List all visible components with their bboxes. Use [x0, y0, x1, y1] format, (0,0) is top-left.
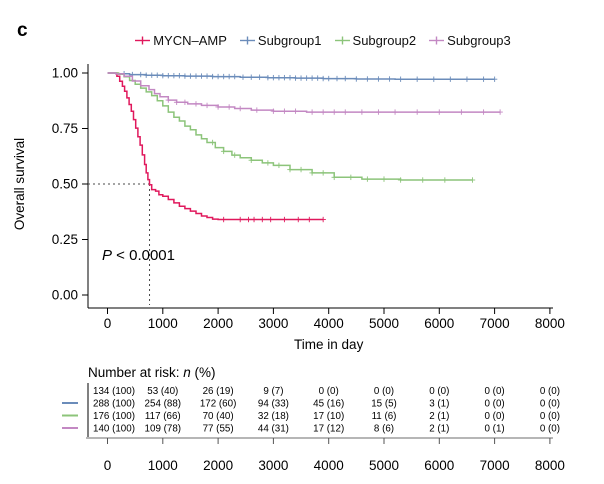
x-tick-label: 6000 [424, 316, 454, 331]
risk-cell: 0 (0) [485, 399, 505, 410]
risk-cell: 26 (19) [203, 386, 234, 397]
risk-cell: 8 (6) [374, 424, 394, 435]
legend-label: Subgroup3 [447, 33, 511, 48]
legend-label: Subgroup1 [257, 33, 322, 48]
x-tick-label: 0 [104, 316, 112, 331]
y-tick-label: 0.25 [52, 232, 78, 247]
risk-table-axis: 0 1000 2000 3000 4000 5000 6000 7000 8000 [86, 437, 565, 473]
risk-cell: 0 (0) [485, 411, 505, 422]
legend-label: Subgroup2 [352, 33, 417, 48]
risk-axis-label: 6000 [424, 458, 454, 473]
y-tick-label: 0.75 [52, 121, 78, 136]
censor-marks-1 [220, 216, 326, 223]
x-tick-label: 7000 [480, 316, 510, 331]
x-tick-label: 5000 [369, 316, 399, 331]
y-tick-label: 0.50 [52, 177, 78, 192]
x-tick-label: 2000 [203, 316, 233, 331]
risk-cell: 77 (55) [203, 424, 234, 435]
risk-table-title: Number at risk: n (%) [88, 365, 216, 380]
risk-cell: 53 (40) [147, 386, 178, 397]
risk-cell: 15 (5) [371, 399, 397, 410]
risk-cell: 0 (1) [485, 424, 505, 435]
risk-axis-label: 1000 [148, 458, 178, 473]
risk-cell: 140 (100) [93, 424, 135, 435]
risk-cell: 0 (0) [540, 399, 560, 410]
risk-cell: 254 (88) [145, 399, 182, 410]
risk-axis-label: 8000 [535, 458, 565, 473]
p-value-annotation: P < 0.0001 [102, 247, 175, 264]
legend-item-4: Subgroup3 [429, 33, 511, 48]
risk-cell: 32 (18) [258, 411, 289, 422]
risk-cell: 0 (0) [540, 424, 560, 435]
legend-key-line-icon [239, 36, 255, 45]
risk-cell: 94 (33) [258, 399, 289, 410]
risk-table-row-mycn-amp: 134 (100) 53 (40) 26 (19) 9 (7) 0 (0) 0 (0) 0 … [93, 386, 560, 397]
km-curve-mycn-amp [107, 72, 324, 221]
y-tick-label: 1.00 [52, 66, 78, 81]
risk-table-row-subgroup1: 288 (100) 254 (88) 172 (60) 94 (33) 45 (16) 1… [62, 399, 560, 410]
median-guide-lines [88, 183, 151, 305]
risk-axis-label: 0 [104, 458, 112, 473]
x-tick-label: 4000 [314, 316, 344, 331]
risk-cell: 0 (0) [540, 386, 560, 397]
risk-cell: 70 (40) [203, 411, 234, 422]
legend-item-3: Subgroup2 [334, 33, 417, 48]
risk-axis-label: 4000 [314, 458, 344, 473]
risk-cell: 0 (0) [374, 386, 394, 397]
y-tick-label: 0.00 [52, 288, 78, 303]
panel-label: c [17, 20, 28, 41]
x-axis-title: Time in day [294, 337, 364, 352]
legend-item-1: MYCN–AMP [135, 33, 227, 48]
risk-cell: 17 (10) [313, 411, 344, 422]
risk-cell: 176 (100) [93, 411, 135, 422]
censor-marks-3 [209, 139, 476, 183]
x-tick-label: 1000 [148, 316, 178, 331]
risk-cell: 2 (1) [429, 411, 449, 422]
legend-key-line-icon [334, 36, 350, 45]
risk-cell: 0 (0) [485, 386, 505, 397]
risk-cell: 11 (6) [372, 411, 397, 422]
risk-axis-label: 2000 [203, 458, 233, 473]
risk-cell: 109 (78) [145, 424, 182, 435]
risk-cell: 44 (31) [258, 424, 289, 435]
risk-cell: 134 (100) [93, 386, 135, 397]
risk-cell: 172 (60) [200, 399, 237, 410]
legend-key-line-icon [429, 36, 445, 45]
axes [82, 64, 553, 314]
legend-key-line-icon [135, 36, 151, 45]
risk-axis-label: 7000 [480, 458, 510, 473]
risk-cell: 2 (1) [429, 424, 449, 435]
censor-marks-2 [121, 70, 498, 82]
legend: MYCN–AMP Subgroup1 Subgroup2 Subgroup3 [0, 33, 604, 48]
risk-table-row-subgroup2: 176 (100) 117 (66) 70 (40) 32 (18) 17 (10) 11… [62, 411, 560, 422]
risk-cell: 0 (0) [319, 386, 339, 397]
risk-cell: 288 (100) [93, 399, 135, 410]
km-curve-subgroup2 [107, 72, 473, 181]
risk-cell: 117 (66) [145, 411, 181, 422]
risk-cell: 17 (12) [313, 424, 344, 435]
risk-axis-label: 5000 [369, 458, 399, 473]
censor-marks-4 [165, 97, 503, 115]
y-axis-tick-labels: 0.00 0.25 0.50 0.75 1.00 [52, 66, 78, 303]
risk-table: Number at risk: n (%) 134 (100) 53 (40) 26 … [62, 365, 560, 437]
risk-cell: 3 (1) [429, 399, 449, 410]
risk-axis-label: 3000 [258, 458, 288, 473]
risk-cell: 9 (7) [263, 386, 283, 397]
risk-cell: 0 (0) [429, 386, 449, 397]
km-curve-subgroup3 [107, 72, 501, 113]
legend-label: MYCN–AMP [153, 33, 227, 48]
risk-table-row-subgroup3: 140 (100) 109 (78) 77 (55) 44 (31) 17 (12) 8 … [62, 424, 560, 435]
risk-cell: 0 (0) [540, 411, 560, 422]
y-axis-title: Overall survival [12, 138, 27, 230]
x-tick-label: 3000 [258, 316, 288, 331]
legend-item-2: Subgroup1 [239, 33, 322, 48]
x-tick-label: 8000 [535, 316, 565, 331]
risk-cell: 45 (16) [313, 399, 344, 410]
x-axis-tick-labels: 0 1000 2000 3000 4000 5000 6000 7000 8000 [104, 316, 565, 331]
